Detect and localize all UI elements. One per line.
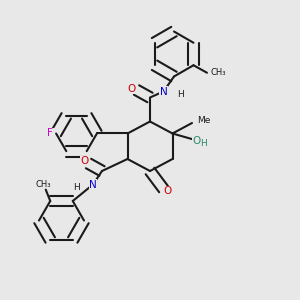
Text: O: O	[81, 156, 89, 166]
Text: CH₃: CH₃	[211, 68, 226, 77]
Text: H: H	[200, 140, 206, 148]
Text: F: F	[47, 128, 53, 139]
Text: H: H	[73, 183, 80, 192]
Text: N: N	[160, 86, 167, 97]
Text: O: O	[163, 186, 171, 197]
Text: O: O	[128, 83, 136, 94]
Text: Me: Me	[197, 116, 211, 125]
Text: CH₃: CH₃	[36, 180, 51, 189]
Text: H: H	[177, 90, 183, 99]
Text: N: N	[89, 179, 97, 190]
Text: O: O	[192, 136, 201, 146]
